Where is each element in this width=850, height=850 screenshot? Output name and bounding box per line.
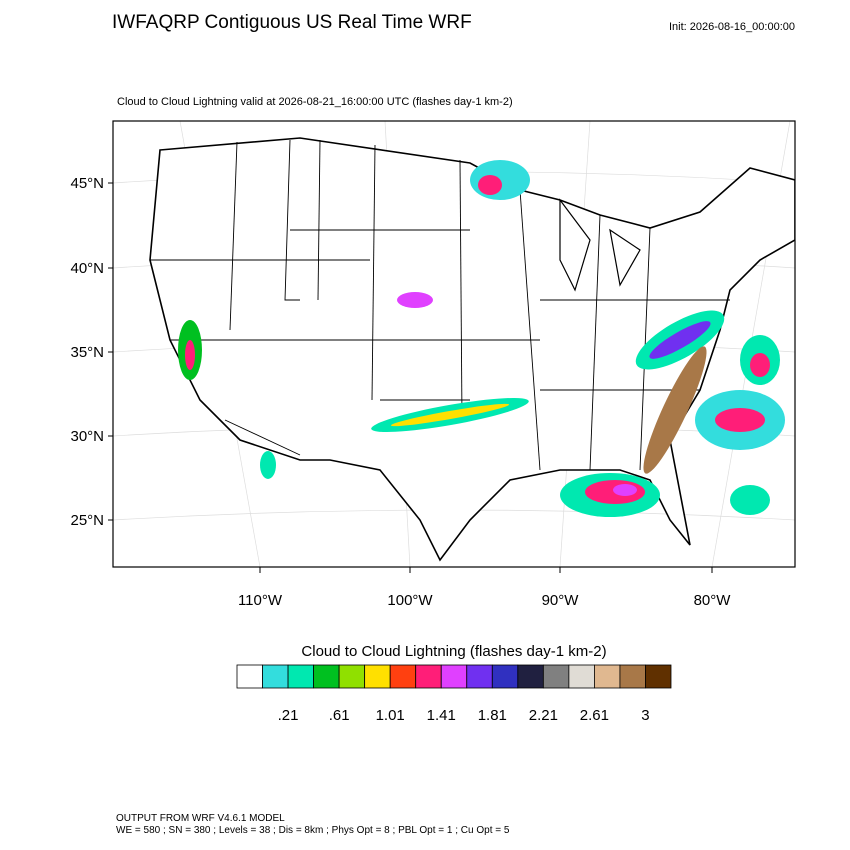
colorbar-box (619, 664, 646, 689)
colorbar-box (594, 664, 621, 689)
colorbar-box (491, 664, 519, 689)
colorbar-box (440, 664, 468, 689)
init-time: Init: 2026-08-16_00:00:00 (669, 21, 795, 33)
colorbar-label: 2.61 (580, 707, 609, 724)
colorbar-title: Cloud to Cloud Lightning (flashes day-1 … (301, 643, 606, 660)
land-outline (149, 137, 795, 562)
colorbar-label: 2.21 (529, 707, 558, 724)
lightning (178, 160, 785, 517)
colorbar-label: 1.41 (427, 707, 456, 724)
lon-label: 80°W (694, 592, 732, 609)
lon-label: 110°W (238, 592, 283, 609)
colorbar-box (313, 664, 340, 689)
map (112, 120, 796, 568)
colorbar-box (364, 664, 391, 689)
colorbar-box (542, 664, 570, 689)
colorbar-label: .21 (278, 707, 299, 724)
lat-label: 45°N (70, 175, 104, 192)
title: IWFAQRP Contiguous US Real Time WRF (112, 12, 472, 33)
great-lakes (559, 198, 641, 292)
colorbar-label: 1.01 (376, 707, 405, 724)
footer-line: WE = 580 ; SN = 380 ; Levels = 38 ; Dis … (116, 825, 510, 836)
colorbar-box (645, 664, 672, 689)
map-frame (112, 120, 796, 568)
lat-label: 40°N (70, 260, 104, 277)
colorbar-label: 3 (641, 707, 649, 724)
colorbar-label: .61 (329, 707, 350, 724)
colorbar-box (389, 664, 417, 689)
lon-label: 90°W (542, 592, 580, 609)
footer-line: OUTPUT FROM WRF V4.6.1 MODEL (116, 813, 285, 824)
lat-label: 25°N (70, 512, 104, 529)
lat-label: 30°N (70, 428, 104, 445)
colorbar-box (517, 664, 544, 689)
colorbar-box (466, 664, 493, 689)
colorbar-box (262, 664, 289, 689)
lon-label: 100°W (387, 592, 433, 609)
colorbar-box (287, 664, 314, 689)
colorbar-box (236, 664, 263, 689)
colorbar-box (568, 664, 595, 689)
colorbar-box (415, 664, 442, 689)
lat-label: 35°N (70, 344, 104, 361)
map-subtitle: Cloud to Cloud Lightning valid at 2026-0… (117, 96, 513, 108)
colorbar-box (338, 664, 366, 689)
colorbar-label: 1.81 (478, 707, 507, 724)
